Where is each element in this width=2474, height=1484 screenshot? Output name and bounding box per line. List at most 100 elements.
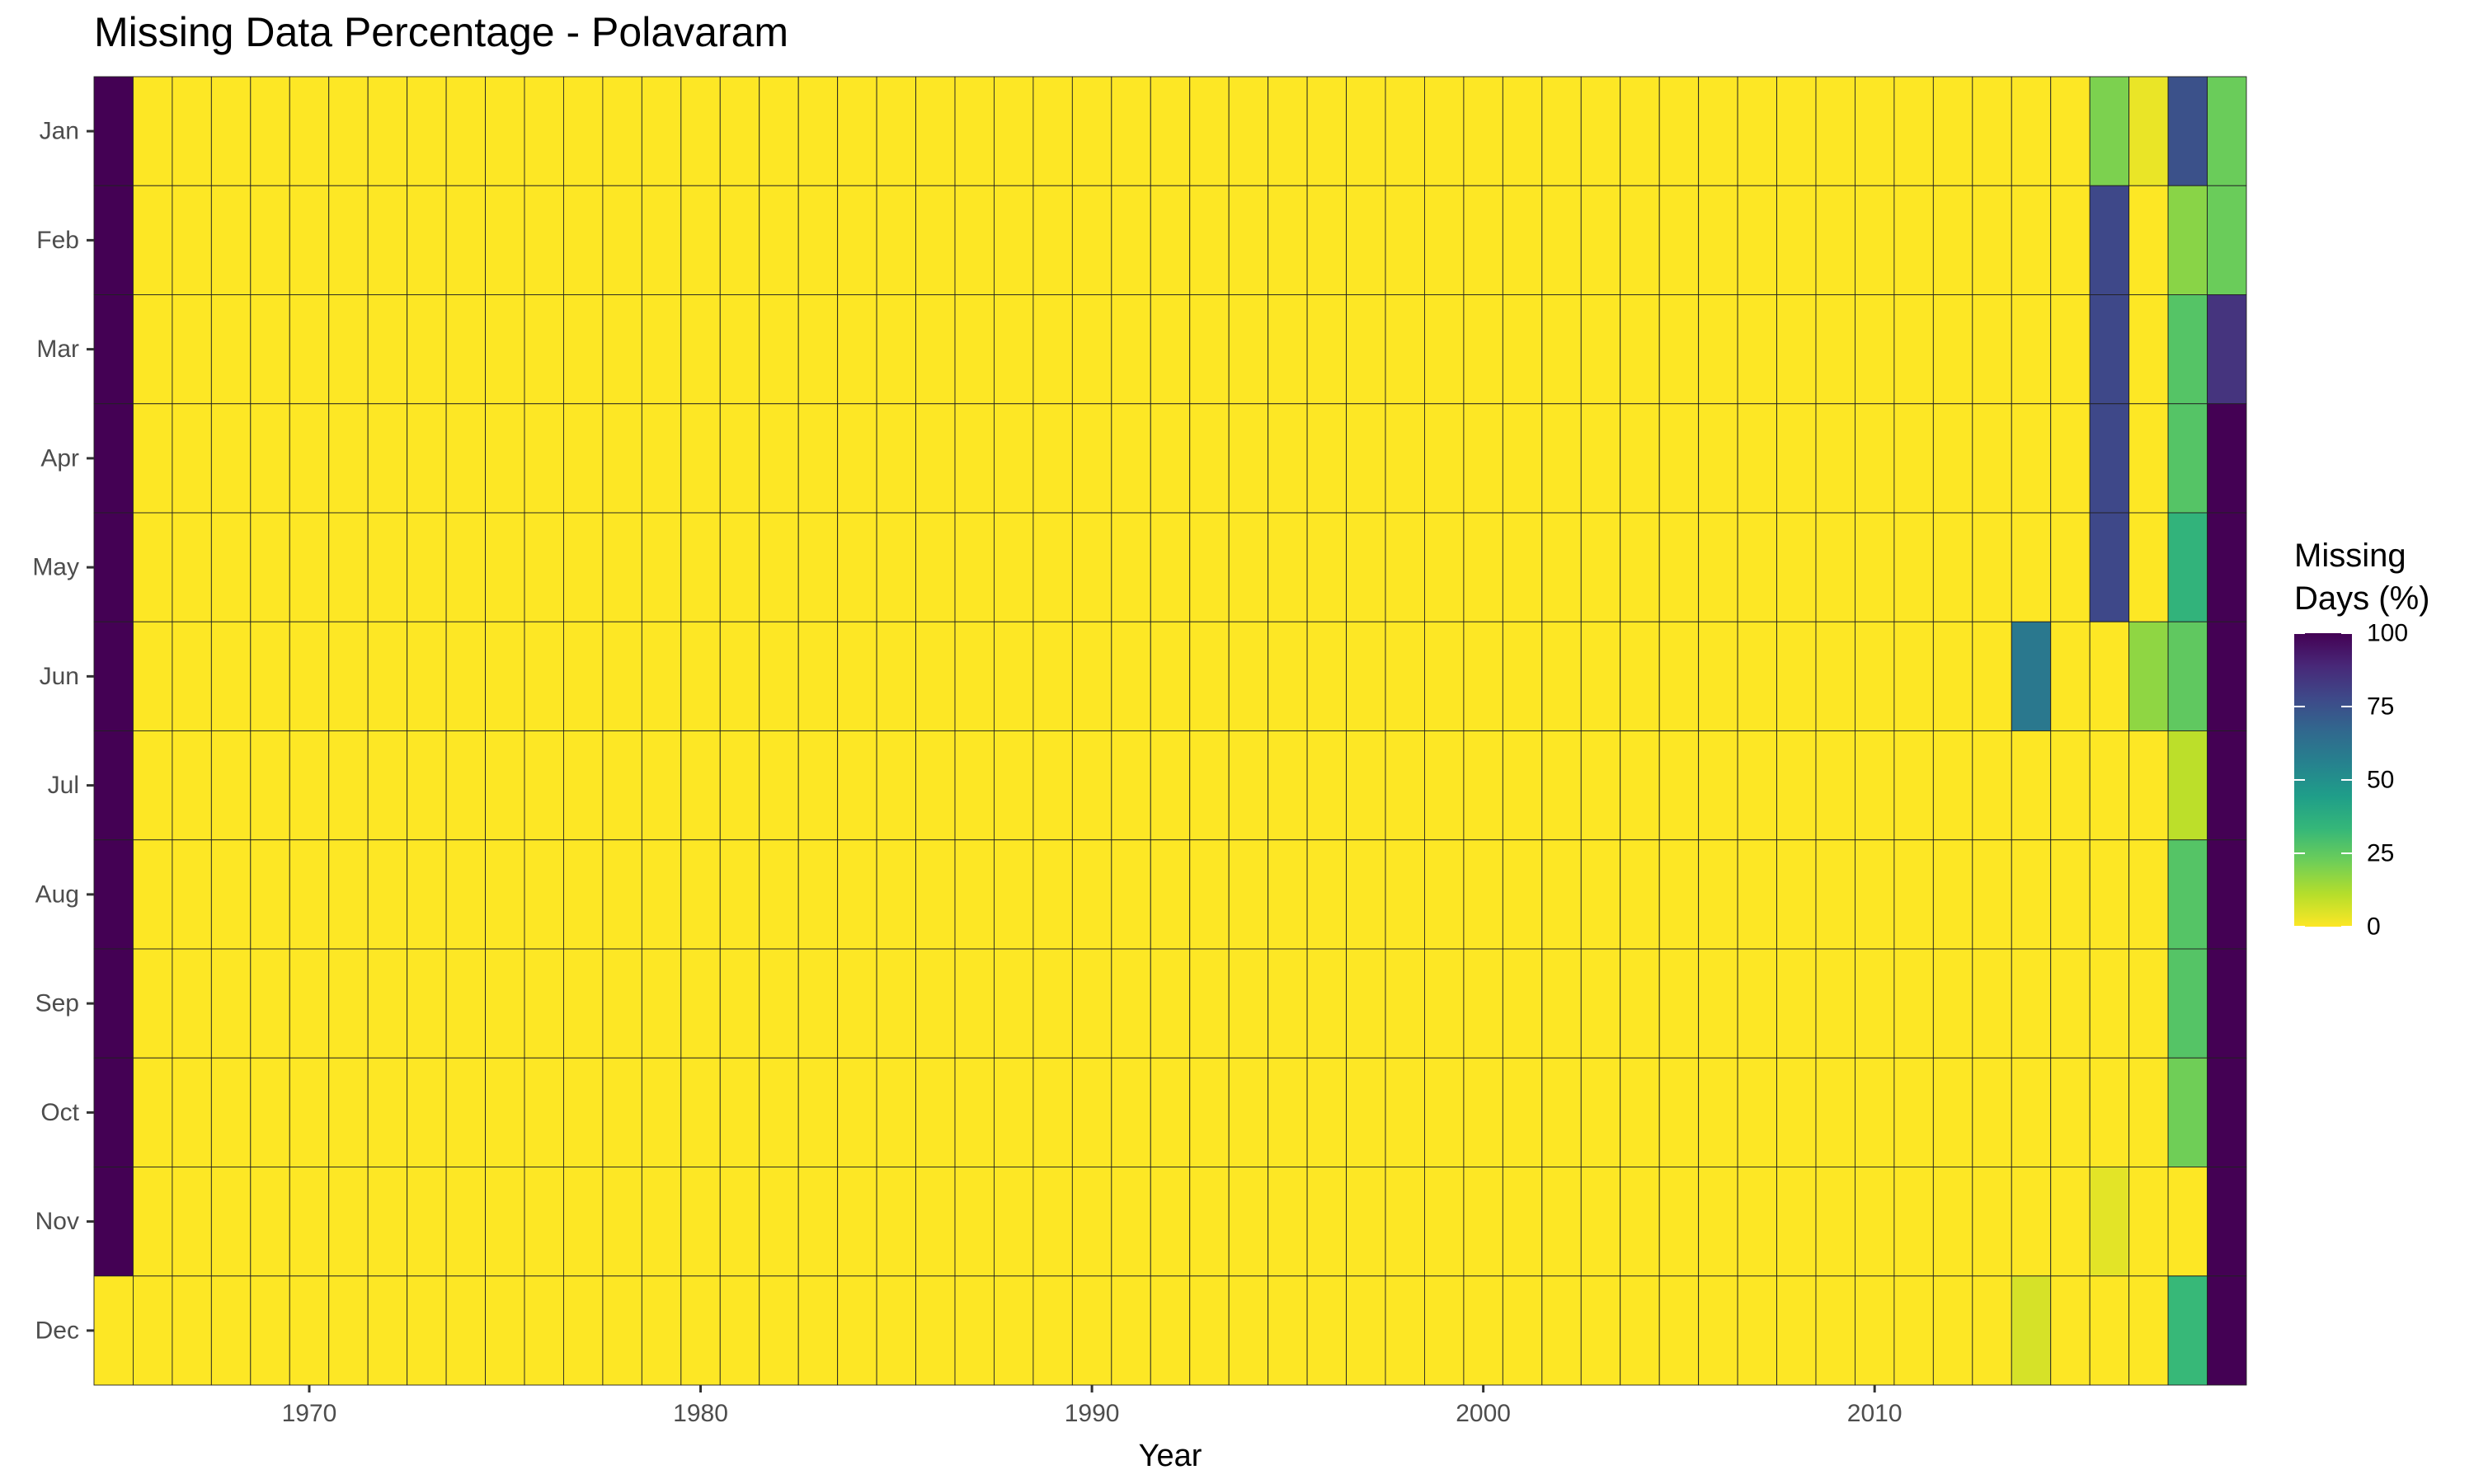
heatmap-cell bbox=[1268, 512, 1308, 622]
heatmap-cell bbox=[1463, 1167, 1503, 1277]
heatmap-cell bbox=[1502, 621, 1543, 731]
heatmap-cell bbox=[954, 76, 995, 186]
heatmap-cell bbox=[407, 512, 447, 622]
heatmap-cell bbox=[328, 1167, 369, 1277]
heatmap-cell bbox=[1032, 730, 1073, 841]
heatmap-cell bbox=[367, 512, 408, 622]
heatmap-cell bbox=[1111, 1167, 1151, 1277]
heatmap-cell bbox=[719, 621, 760, 731]
heatmap-cell bbox=[328, 839, 369, 950]
heatmap-cell bbox=[2011, 621, 2052, 731]
heatmap-cell bbox=[602, 76, 642, 186]
heatmap-cell bbox=[250, 403, 290, 514]
heatmap-cell bbox=[1620, 730, 1660, 841]
heatmap-cell bbox=[1032, 76, 1073, 186]
heatmap-cell bbox=[93, 1167, 134, 1277]
heatmap-cell bbox=[1268, 948, 1308, 1059]
heatmap-cell bbox=[2207, 294, 2247, 405]
heatmap-cell bbox=[2050, 948, 2091, 1059]
heatmap-cell bbox=[407, 1167, 447, 1277]
heatmap-cell bbox=[1815, 403, 1856, 514]
heatmap-cell bbox=[1854, 294, 1895, 405]
heatmap-cell bbox=[1150, 403, 1191, 514]
heatmap-cell bbox=[1502, 512, 1543, 622]
heatmap-cell bbox=[172, 1275, 212, 1386]
heatmap-cell bbox=[1346, 1167, 1386, 1277]
heatmap-cell bbox=[1071, 839, 1112, 950]
heatmap-cell bbox=[485, 1167, 525, 1277]
heatmap-cell bbox=[915, 839, 956, 950]
heatmap-cell bbox=[876, 1057, 916, 1167]
heatmap-cell bbox=[367, 403, 408, 514]
heatmap-cell bbox=[1423, 1167, 1465, 1277]
heatmap-cell bbox=[1189, 730, 1230, 841]
heatmap-cell bbox=[1346, 185, 1386, 295]
heatmap-cell bbox=[2167, 512, 2208, 622]
heatmap-cell bbox=[2167, 839, 2208, 950]
heatmap-cell bbox=[1620, 185, 1660, 295]
heatmap-cell bbox=[954, 948, 995, 1059]
heatmap-cell bbox=[1385, 1167, 1425, 1277]
heatmap-cell bbox=[1268, 403, 1308, 514]
heatmap-cell bbox=[1189, 1275, 1230, 1386]
heatmap-cell bbox=[1502, 76, 1543, 186]
heatmap-cell bbox=[602, 185, 642, 295]
heatmap-cell bbox=[1189, 948, 1230, 1059]
heatmap-cell bbox=[1893, 839, 1934, 950]
x-tick-label: 1990 bbox=[1065, 1400, 1120, 1427]
heatmap-cell bbox=[1932, 185, 1973, 295]
heatmap-cell bbox=[1032, 1275, 1073, 1386]
heatmap-cell bbox=[1306, 403, 1347, 514]
heatmap-cell bbox=[289, 76, 330, 186]
heatmap-cell bbox=[1111, 1275, 1151, 1386]
heatmap-cell bbox=[132, 839, 173, 950]
heatmap-cell bbox=[1932, 512, 1973, 622]
heatmap-cell bbox=[93, 512, 134, 622]
heatmap-cell bbox=[680, 730, 721, 841]
legend-tick-label: 75 bbox=[2367, 693, 2394, 721]
heatmap-cell bbox=[1071, 76, 1112, 186]
heatmap-cell bbox=[1306, 294, 1347, 405]
heatmap-cell bbox=[2207, 1057, 2247, 1167]
heatmap-cell bbox=[602, 621, 642, 731]
heatmap-cell bbox=[1972, 403, 2012, 514]
heatmap-cell bbox=[602, 948, 642, 1059]
y-tick-label: Jan bbox=[40, 118, 79, 145]
heatmap-cell bbox=[876, 185, 916, 295]
heatmap-cell bbox=[2050, 1057, 2091, 1167]
heatmap-cell bbox=[1385, 294, 1425, 405]
heatmap-cell bbox=[210, 185, 252, 295]
heatmap-cell bbox=[1580, 1167, 1621, 1277]
heatmap-cell bbox=[641, 948, 682, 1059]
heatmap-cell bbox=[1032, 839, 1073, 950]
heatmap-cell bbox=[1228, 839, 1269, 950]
heatmap-cell bbox=[1268, 185, 1308, 295]
heatmap-cell bbox=[1346, 403, 1386, 514]
heatmap-cell bbox=[367, 730, 408, 841]
heatmap-cell bbox=[289, 294, 330, 405]
heatmap-cell bbox=[1815, 948, 1856, 1059]
heatmap-cell bbox=[563, 76, 604, 186]
heatmap-cell bbox=[1228, 1167, 1269, 1277]
y-tick-label: Mar bbox=[36, 336, 79, 363]
heatmap-cell bbox=[1737, 1275, 1777, 1386]
heatmap-cell bbox=[1228, 512, 1269, 622]
heatmap-cell bbox=[1580, 1057, 1621, 1167]
heatmap-cell bbox=[876, 512, 916, 622]
heatmap-cell bbox=[1932, 294, 1973, 405]
heatmap-cell bbox=[2089, 512, 2130, 622]
heatmap-cell bbox=[1385, 512, 1425, 622]
heatmap-cell bbox=[1854, 839, 1895, 950]
heatmap-cell bbox=[1071, 621, 1112, 731]
heatmap-cell bbox=[1815, 1167, 1856, 1277]
heatmap-cell bbox=[759, 512, 799, 622]
heatmap-cell bbox=[2128, 185, 2169, 295]
heatmap-cell bbox=[524, 76, 564, 186]
heatmap-cell bbox=[132, 1057, 173, 1167]
heatmap-cell bbox=[602, 512, 642, 622]
heatmap-cell bbox=[1580, 294, 1621, 405]
heatmap-cell bbox=[1306, 1057, 1347, 1167]
heatmap-cell bbox=[915, 76, 956, 186]
chart-title: Missing Data Percentage - Polavaram bbox=[94, 9, 789, 55]
heatmap-cell bbox=[1502, 185, 1543, 295]
